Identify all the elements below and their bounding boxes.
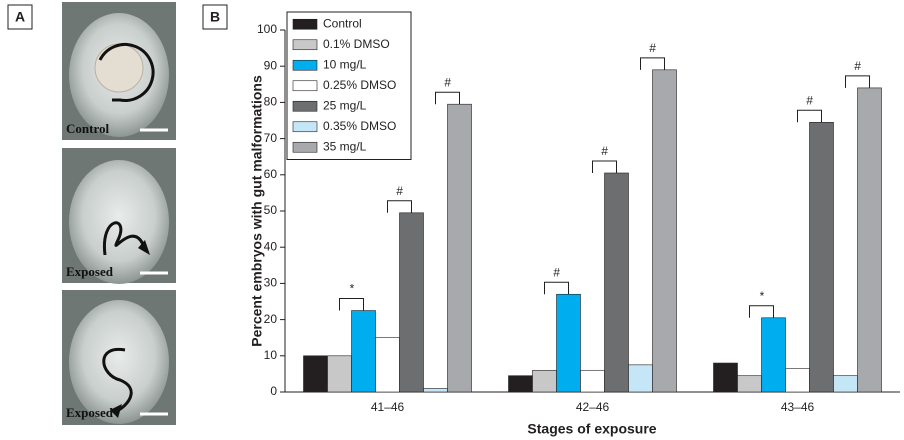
- legend-label: Control: [323, 16, 362, 30]
- bar: [352, 311, 376, 392]
- photo: Control: [62, 2, 176, 140]
- bar: [557, 294, 581, 392]
- bar: [629, 365, 653, 392]
- bar: [786, 368, 810, 392]
- significance-marker: #: [396, 184, 403, 198]
- bar: [509, 376, 533, 392]
- legend-label: 25 mg/L: [323, 98, 367, 112]
- significance-bracket: [545, 282, 569, 294]
- significance-marker: #: [854, 59, 861, 73]
- significance-marker: *: [759, 289, 764, 303]
- photo-caption: Exposed: [66, 405, 114, 420]
- panel-label: A: [15, 9, 25, 25]
- bar: [714, 363, 738, 392]
- y-tick-label: 70: [264, 131, 278, 145]
- significance-marker: #: [806, 93, 813, 107]
- bar: [834, 376, 858, 392]
- legend-label: 10 mg/L: [323, 57, 367, 71]
- significance-marker: #: [553, 265, 560, 279]
- bar: [858, 88, 882, 392]
- significance-bracket: [846, 76, 870, 88]
- x-tick-label: 42–46: [576, 400, 610, 414]
- y-axis-label: Percent embryos with gut malformations: [249, 75, 265, 347]
- bar: [738, 376, 762, 392]
- photo: Exposed: [62, 148, 176, 284]
- legend-swatch: [293, 122, 317, 132]
- y-tick-label: 80: [264, 95, 278, 109]
- legend-swatch: [293, 101, 317, 111]
- bar: [810, 122, 834, 392]
- y-tick-label: 0: [270, 384, 277, 398]
- significance-marker: #: [649, 41, 656, 55]
- legend-label: 35 mg/L: [323, 139, 367, 153]
- significance-marker: #: [601, 144, 608, 158]
- x-axis-label: Stages of exposure: [527, 421, 656, 437]
- photo-caption: Exposed: [66, 264, 114, 279]
- y-tick-label: 90: [264, 58, 278, 72]
- bar: [448, 104, 472, 392]
- bar: [581, 370, 605, 392]
- legend-swatch: [293, 19, 317, 29]
- bar: [762, 318, 786, 392]
- significance-bracket: [593, 161, 617, 173]
- legend-swatch: [293, 142, 317, 152]
- legend-swatch: [293, 40, 317, 50]
- bar: [376, 338, 400, 392]
- significance-bracket: [388, 201, 412, 213]
- significance-bracket: [750, 306, 774, 318]
- significance-marker: *: [349, 282, 354, 296]
- significance-bracket: [340, 299, 364, 311]
- y-tick-label: 60: [264, 167, 278, 181]
- significance-marker: #: [444, 75, 451, 89]
- bar: [424, 388, 448, 392]
- significance-bracket: [798, 110, 822, 122]
- y-tick-label: 30: [264, 276, 278, 290]
- significance-bracket: [436, 92, 460, 104]
- x-tick-label: 43–46: [781, 400, 815, 414]
- y-tick-label: 50: [264, 203, 278, 217]
- bar: [304, 356, 328, 392]
- photo-caption: Control: [66, 121, 109, 136]
- y-tick-label: 20: [264, 312, 278, 326]
- panel-label: B: [210, 9, 220, 25]
- figure: A B Control Exposed Exposed Percent embr…: [0, 0, 904, 440]
- bar: [653, 70, 677, 392]
- photo: Exposed: [62, 290, 176, 425]
- bar: [328, 356, 352, 392]
- bar: [533, 370, 557, 392]
- x-tick-label: 41–46: [371, 400, 405, 414]
- significance-bracket: [641, 58, 665, 70]
- legend-label: 0.35% DMSO: [323, 119, 396, 133]
- legend-label: 0.1% DMSO: [323, 37, 390, 51]
- legend-label: 0.25% DMSO: [323, 78, 396, 92]
- bar: [605, 173, 629, 392]
- y-tick-label: 100: [257, 22, 277, 36]
- bar: [400, 213, 424, 392]
- y-tick-label: 40: [264, 239, 278, 253]
- legend-swatch: [293, 81, 317, 91]
- legend-swatch: [293, 60, 317, 70]
- y-tick-label: 10: [264, 348, 278, 362]
